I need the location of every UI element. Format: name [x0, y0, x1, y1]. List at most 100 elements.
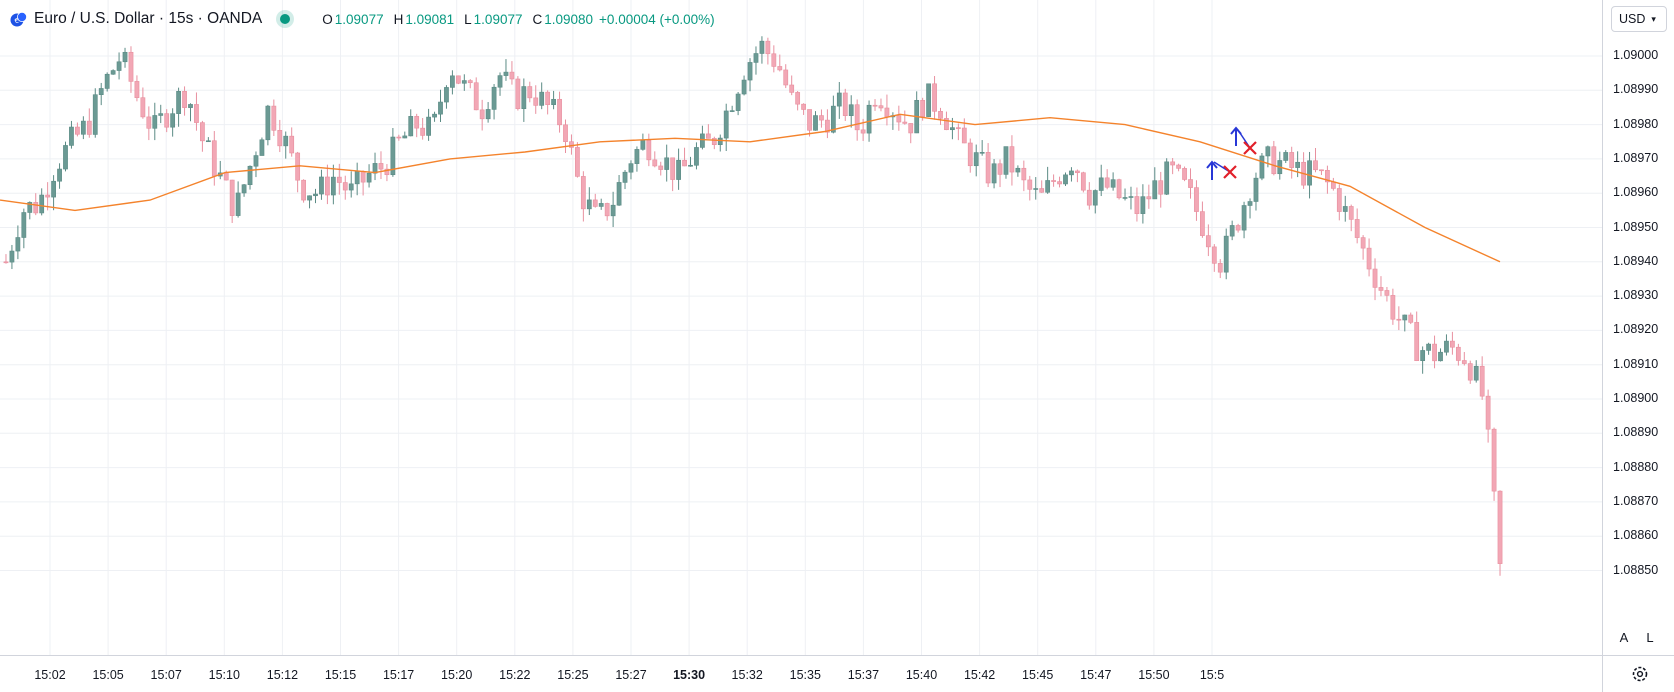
candle-body — [932, 83, 937, 112]
candle-body — [753, 53, 759, 63]
candle-body — [1420, 350, 1426, 361]
price-tick-label: 1.08890 — [1613, 425, 1659, 440]
time-tick-label: 15:12 — [266, 668, 299, 682]
low-value: 1.09077 — [473, 11, 523, 27]
candle-body — [622, 171, 628, 183]
candle-body — [1194, 187, 1199, 212]
candle-body — [1128, 196, 1134, 198]
candle-body — [146, 116, 152, 129]
candle-body — [265, 105, 271, 141]
price-tick-label: 1.08910 — [1613, 356, 1659, 371]
price-tick-label: 1.08950 — [1613, 219, 1659, 234]
moving-average-line — [0, 113, 1501, 263]
price-chart[interactable] — [0, 0, 1602, 655]
symbol-title[interactable]: Euro / U.S. Dollar · 15s · OANDA — [34, 10, 263, 27]
time-tick-label: 15:02 — [34, 668, 66, 682]
candle-body — [1045, 180, 1051, 193]
market-open-indicator — [280, 14, 291, 24]
price-scale[interactable]: USD ▾ 1.09000 1.08990 1.08980 1.08970 1.0896… — [1602, 0, 1674, 655]
candle-body — [1432, 343, 1437, 362]
candle-body — [396, 136, 402, 139]
candle-body — [432, 113, 437, 118]
candle-body — [1140, 196, 1146, 214]
candle-body — [247, 165, 253, 186]
candle-body — [235, 192, 241, 216]
candle-body — [253, 155, 259, 167]
candle-body — [152, 115, 158, 129]
candle-body — [80, 120, 86, 135]
svg-text:€: € — [15, 17, 19, 25]
candle-body — [51, 180, 56, 198]
candle-body — [1182, 168, 1187, 180]
candle-body — [45, 194, 51, 198]
candle-body — [1057, 181, 1062, 185]
close-value: 1.09080 — [544, 11, 594, 27]
candle-body — [69, 126, 74, 146]
candle-body — [402, 135, 408, 139]
candle-body — [1110, 179, 1116, 188]
candle-body — [842, 92, 848, 116]
price-tick-label: 1.08850 — [1613, 562, 1659, 577]
candle-body — [1497, 490, 1503, 564]
candle-body — [1146, 196, 1152, 200]
candle-body — [39, 194, 45, 214]
candle-body — [1330, 181, 1336, 189]
candle-body — [539, 91, 545, 106]
candle-body — [580, 176, 586, 210]
candle-body — [366, 172, 372, 183]
candle-body — [1390, 295, 1396, 320]
candle-body — [711, 138, 717, 145]
candle-body — [991, 163, 997, 184]
candle-body — [1366, 247, 1372, 270]
candle-body — [164, 113, 170, 128]
candle-body — [1170, 161, 1176, 166]
candle-body — [1283, 152, 1289, 161]
candle-body — [735, 93, 741, 111]
time-axis[interactable]: 15:02 15:05 15:07 15:10 15:12 15:15 15:17 15:20… — [0, 655, 1602, 692]
candle-body — [1075, 170, 1080, 174]
auto-scale-button[interactable]: A — [1613, 626, 1635, 648]
currency-button[interactable]: USD ▾ — [1611, 6, 1667, 32]
log-scale-button[interactable]: L — [1639, 626, 1661, 648]
candle-body — [1307, 160, 1312, 186]
buy-arrow-icon — [1206, 160, 1218, 180]
candle-body — [634, 149, 640, 164]
candle-body — [1021, 167, 1027, 181]
candle-body — [896, 115, 902, 123]
candle-body — [211, 140, 217, 177]
candle-body — [325, 176, 330, 196]
candle-body — [521, 86, 527, 110]
candle-body — [515, 78, 521, 110]
candle-body — [795, 92, 801, 105]
gear-icon[interactable] — [1629, 663, 1651, 685]
candle-body — [640, 140, 646, 150]
candle-body — [1158, 180, 1164, 195]
time-tick-label: 15:07 — [150, 668, 182, 682]
candle-body — [1217, 263, 1223, 273]
candle-body — [813, 115, 818, 131]
candle-body — [283, 135, 289, 147]
candle-body — [973, 152, 979, 167]
candle-body — [3, 261, 9, 264]
candle-body — [1176, 164, 1181, 169]
candle-body — [1408, 314, 1414, 323]
candle-body — [1116, 179, 1122, 199]
time-tick-label: 15:35 — [789, 668, 821, 682]
price-tick-label: 1.08970 — [1613, 150, 1659, 165]
time-tick-label: 15:37 — [847, 668, 880, 682]
currency-pair-icon[interactable]: € — [10, 10, 28, 28]
candle-body — [598, 203, 604, 207]
candle-body — [1461, 360, 1467, 364]
candle-body — [1259, 155, 1265, 179]
candle-body — [438, 101, 443, 115]
candle-body — [610, 204, 616, 217]
time-tick-label: 15:30 — [673, 668, 706, 682]
candle-body — [1039, 188, 1045, 193]
candle-body — [1223, 235, 1229, 273]
candle-body — [467, 80, 473, 84]
candle-body — [1342, 206, 1348, 212]
candle-body — [1092, 190, 1098, 206]
ohlc-legend: O 1.09077 H 1.09081 L 1.09077 C 1.09080 +0.0… — [314, 12, 716, 27]
candle-body — [1455, 346, 1461, 361]
candle-body — [307, 195, 312, 201]
